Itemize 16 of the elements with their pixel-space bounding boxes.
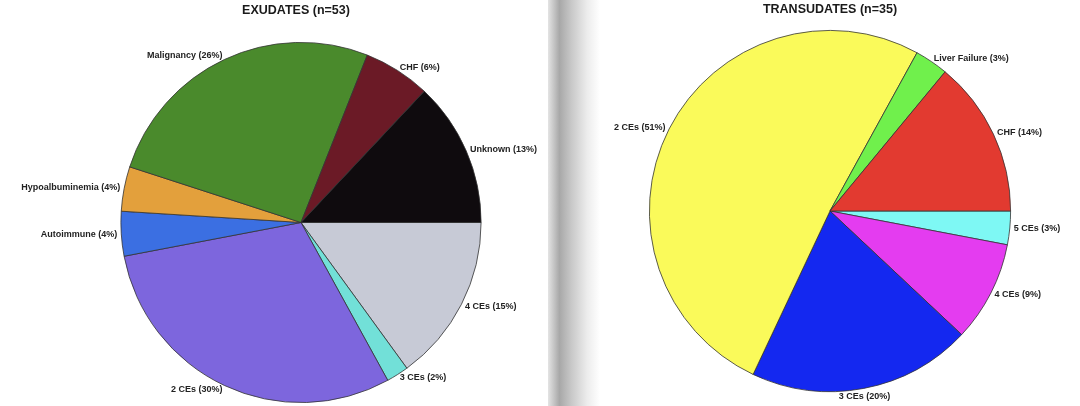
slice-label: 4 CEs (9%) <box>994 289 1042 300</box>
slice-label: CHF (6%) <box>399 61 440 72</box>
chart-title: EXUDATES (n=53) <box>242 2 350 18</box>
slice-label: Autoimmune (4%) <box>40 228 118 239</box>
slice-label: 5 CEs (3%) <box>1013 222 1061 233</box>
chart-title: TRANSUDATES (n=35) <box>762 1 898 17</box>
slice-label: 2 CEs (30%) <box>171 383 223 394</box>
slice-label: 4 CEs (15%) <box>465 300 517 311</box>
slice-label: 3 CEs (2%) <box>399 372 447 383</box>
slice-label: 3 CEs (20%) <box>838 391 891 402</box>
slice-label: 2 CEs (51%) <box>613 121 666 132</box>
slice-label: Unknown (13%) <box>469 143 537 154</box>
slice-label: Malignancy (26%) <box>147 50 223 61</box>
slice-label: Liver Failure (3%) <box>933 52 1009 63</box>
slice-label: CHF (14%) <box>997 126 1043 137</box>
slice-label: Hypoalbuminemia (4%) <box>21 182 121 193</box>
